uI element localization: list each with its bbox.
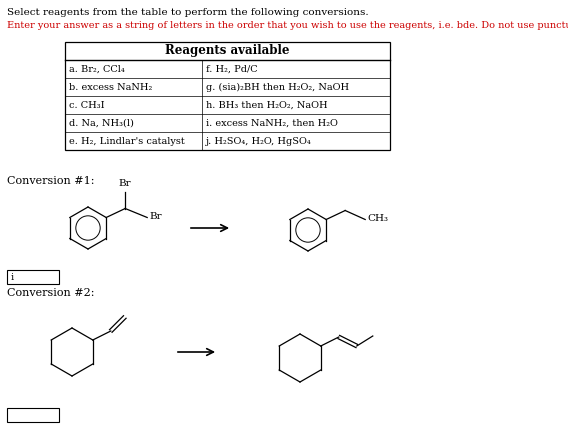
Text: Enter your answer as a string of letters in the order that you wish to use the r: Enter your answer as a string of letters… <box>7 21 568 30</box>
Text: Reagents available: Reagents available <box>165 44 290 57</box>
Text: Conversion #2:: Conversion #2: <box>7 288 94 298</box>
Text: e. H₂, Lindlar's catalyst: e. H₂, Lindlar's catalyst <box>69 137 185 146</box>
Text: f. H₂, Pd/C: f. H₂, Pd/C <box>206 65 257 74</box>
Text: j. H₂SO₄, H₂O, HgSO₄: j. H₂SO₄, H₂O, HgSO₄ <box>206 137 311 146</box>
Bar <box>7 408 59 422</box>
Text: g. (sia)₂BH then H₂O₂, NaOH: g. (sia)₂BH then H₂O₂, NaOH <box>206 83 349 92</box>
Text: Br: Br <box>119 180 132 188</box>
Text: Select reagents from the table to perform the following conversions.: Select reagents from the table to perfor… <box>7 8 369 17</box>
Text: d. Na, NH₃(l): d. Na, NH₃(l) <box>69 119 134 128</box>
Text: b. excess NaNH₂: b. excess NaNH₂ <box>69 83 152 92</box>
Text: a. Br₂, CCl₄: a. Br₂, CCl₄ <box>69 65 125 74</box>
Text: h. BH₃ then H₂O₂, NaOH: h. BH₃ then H₂O₂, NaOH <box>206 101 327 110</box>
Text: Conversion #1:: Conversion #1: <box>7 176 94 186</box>
Text: c. CH₃I: c. CH₃I <box>69 101 105 110</box>
Text: i. excess NaNH₂, then H₂O: i. excess NaNH₂, then H₂O <box>206 119 337 128</box>
Text: Br: Br <box>149 212 162 221</box>
Text: CH₃: CH₃ <box>367 214 388 223</box>
Bar <box>7 270 59 284</box>
Bar <box>65 42 390 150</box>
Text: i: i <box>11 273 14 281</box>
